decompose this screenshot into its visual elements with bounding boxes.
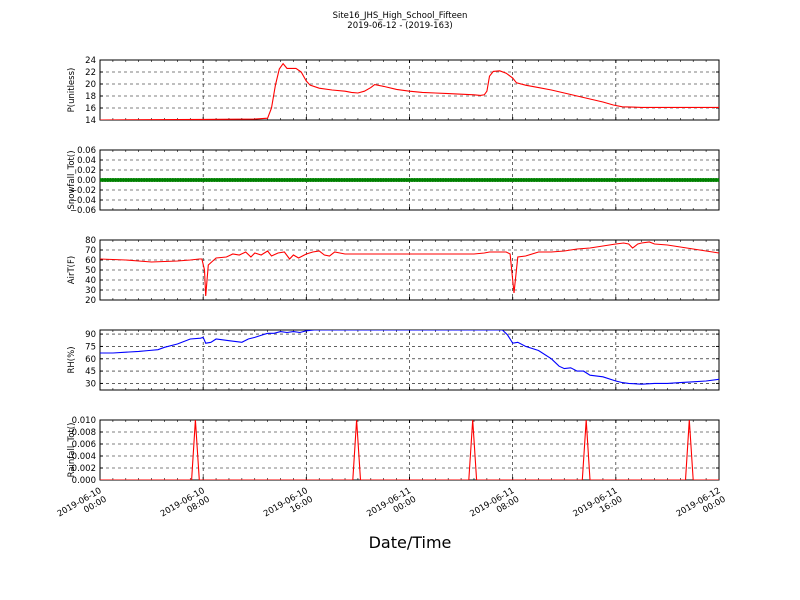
panel-1-series-line [100, 62, 719, 120]
x-axis-label: Date/Time [368, 533, 452, 552]
panel-3-ytick-label: 20 [85, 296, 96, 306]
panel-2-ytick-label: 0.00 [77, 176, 96, 186]
panel-3-ytick-label: 60 [85, 256, 96, 266]
panel-2-series-point [716, 178, 719, 182]
panel-3-ytick-label: 40 [85, 276, 96, 286]
panel-3-series-line [100, 241, 719, 297]
panel-3-ytick-label: 70 [85, 246, 96, 256]
panel-5-ytick-label: 0.010 [72, 416, 96, 426]
panel-5-series-line [100, 420, 719, 480]
panel-5-ytick-label: 0.006 [72, 440, 96, 450]
panel-5-ytick-label: 0.008 [72, 428, 96, 438]
panel-2-ytick-label: −0.06 [70, 206, 96, 216]
panel-4-ytick-label: 30 [85, 379, 96, 389]
panel-4-ytick-label: 60 [85, 355, 96, 365]
panel-2-ytick-label: −0.04 [70, 196, 96, 206]
panel-4-ytick-label: 75 [85, 342, 96, 352]
panel-1-ytick-label: 22 [85, 68, 96, 78]
panel-4-series-line [100, 330, 719, 385]
panel-2-ytick-label: 0.02 [77, 166, 96, 176]
panel-5-ytick-label: 0.002 [72, 464, 96, 474]
panel-1-ytick-label: 20 [85, 80, 96, 90]
panel-5-ytick-label: 0.000 [72, 476, 96, 486]
panel-5-ytick-label: 0.004 [72, 452, 96, 462]
panel-1-ytick-label: 16 [85, 104, 96, 114]
panel-3-ytick-label: 30 [85, 286, 96, 296]
panel-4-ytick-label: 90 [85, 330, 96, 340]
chart-title: Site16_JHS_High_School_Fifteen [332, 11, 468, 21]
panel-3-ytick-label: 80 [85, 236, 96, 246]
panel-5-ylabel: Rainfall_Tot() [67, 423, 77, 478]
panel-2-ytick-label: 0.04 [77, 156, 96, 166]
panel-2-ytick-label: −0.02 [70, 186, 96, 196]
panel-4-ytick-label: 45 [85, 367, 96, 377]
panel-1-ytick-label: 24 [85, 56, 96, 66]
panel-2-ytick-label: 0.06 [77, 146, 96, 156]
panel-1-ytick-label: 18 [85, 92, 96, 102]
panel-3-ylabel: AirT(F) [67, 256, 77, 284]
chart-subtitle: 2019-06-12 - (2019-163) [347, 21, 453, 31]
panel-2-ylabel: Snowfall_Tot() [67, 150, 77, 209]
panel-4-ylabel: RH(%) [67, 346, 77, 373]
panel-1-ylabel: P(unitless) [67, 68, 77, 113]
panel-3-ytick-label: 50 [85, 266, 96, 276]
panel-1-ytick-label: 14 [85, 116, 96, 126]
